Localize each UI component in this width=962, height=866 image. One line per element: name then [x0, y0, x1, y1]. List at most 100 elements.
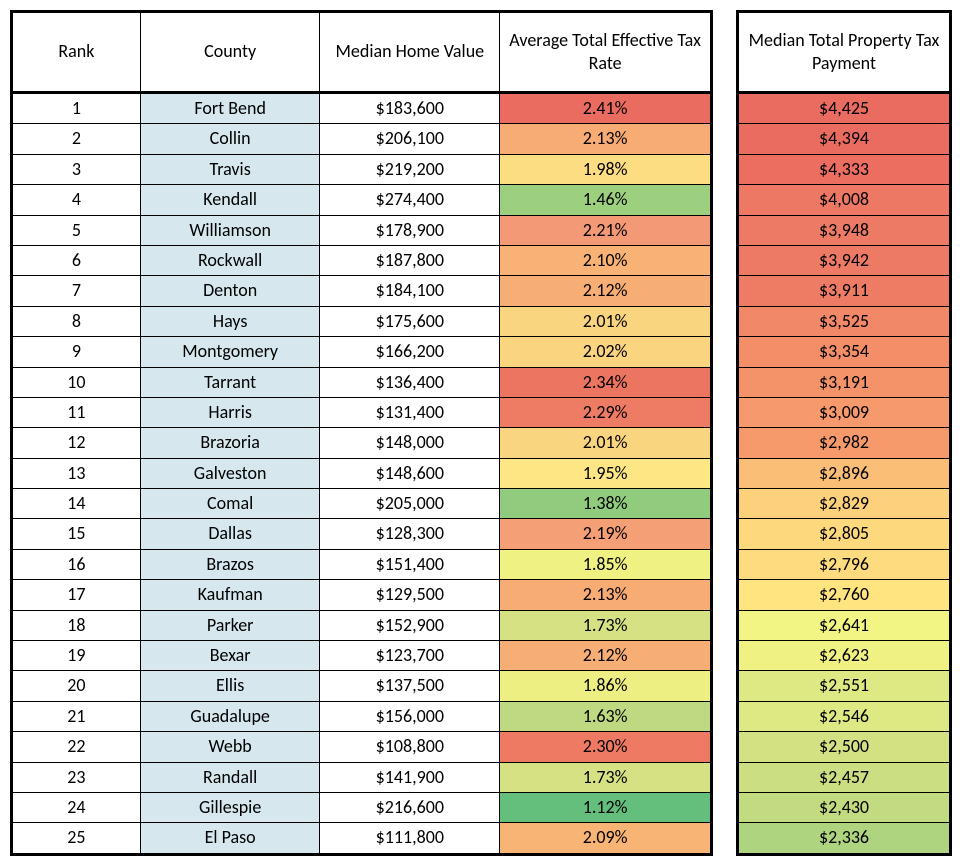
table-row: 1Fort Bend$183,6002.41%$4,425: [12, 93, 951, 124]
payment-cell: $2,829: [738, 489, 951, 519]
spacer-cell: [712, 580, 738, 610]
rank-cell: 12: [12, 428, 141, 458]
table-row: 20Ellis$137,5001.86%$2,551: [12, 671, 951, 701]
county-cell: Tarrant: [140, 367, 320, 397]
home-value-cell: $184,100: [320, 276, 500, 306]
spacer-cell: [712, 762, 738, 792]
payment-cell: $3,009: [738, 397, 951, 427]
payment-cell: $2,500: [738, 732, 951, 762]
table-row: 9Montgomery$166,2002.02%$3,354: [12, 337, 951, 367]
home-value-cell: $187,800: [320, 245, 500, 275]
tax-rate-cell: 2.21%: [500, 215, 712, 245]
rank-cell: 7: [12, 276, 141, 306]
payment-cell: $2,760: [738, 580, 951, 610]
table-row: 22Webb$108,8002.30%$2,500: [12, 732, 951, 762]
tax-rate-cell: 2.10%: [500, 245, 712, 275]
spacer-cell: [712, 276, 738, 306]
table-row: 16Brazos$151,4001.85%$2,796: [12, 549, 951, 579]
tax-rate-cell: 2.02%: [500, 337, 712, 367]
rank-cell: 14: [12, 489, 141, 519]
payment-cell: $2,796: [738, 549, 951, 579]
county-cell: Hays: [140, 306, 320, 336]
county-cell: Dallas: [140, 519, 320, 549]
tax-rate-cell: 1.63%: [500, 701, 712, 731]
spacer-cell: [712, 93, 738, 124]
rank-cell: 9: [12, 337, 141, 367]
property-tax-table: Rank County Median Home Value Average To…: [10, 10, 952, 856]
table-row: 14Comal$205,0001.38%$2,829: [12, 489, 951, 519]
table-row: 2Collin$206,1002.13%$4,394: [12, 124, 951, 154]
tax-rate-cell: 1.86%: [500, 671, 712, 701]
table-row: 12Brazoria$148,0002.01%$2,982: [12, 428, 951, 458]
county-cell: Collin: [140, 124, 320, 154]
payment-cell: $2,430: [738, 792, 951, 822]
home-value-cell: $136,400: [320, 367, 500, 397]
spacer-cell: [712, 367, 738, 397]
county-cell: Travis: [140, 154, 320, 184]
spacer-cell: [712, 124, 738, 154]
payment-cell: $4,008: [738, 185, 951, 215]
spacer-cell: [712, 792, 738, 822]
table-row: 5Williamson$178,9002.21%$3,948: [12, 215, 951, 245]
county-cell: Williamson: [140, 215, 320, 245]
home-value-cell: $175,600: [320, 306, 500, 336]
table-row: 7Denton$184,1002.12%$3,911: [12, 276, 951, 306]
tax-rate-cell: 1.95%: [500, 458, 712, 488]
county-cell: Gillespie: [140, 792, 320, 822]
spacer-cell: [712, 154, 738, 184]
tax-rate-cell: 2.01%: [500, 306, 712, 336]
payment-cell: $2,457: [738, 762, 951, 792]
rank-cell: 21: [12, 701, 141, 731]
header-home-value: Median Home Value: [320, 12, 500, 93]
table-row: 18Parker$152,9001.73%$2,641: [12, 610, 951, 640]
rank-cell: 4: [12, 185, 141, 215]
home-value-cell: $129,500: [320, 580, 500, 610]
payment-cell: $3,911: [738, 276, 951, 306]
tax-rate-cell: 2.41%: [500, 93, 712, 124]
home-value-cell: $151,400: [320, 549, 500, 579]
payment-cell: $2,896: [738, 458, 951, 488]
county-cell: Brazoria: [140, 428, 320, 458]
spacer-cell: [712, 337, 738, 367]
rank-cell: 24: [12, 792, 141, 822]
spacer-cell: [712, 701, 738, 731]
county-cell: Fort Bend: [140, 93, 320, 124]
county-cell: Kendall: [140, 185, 320, 215]
spacer-cell: [712, 306, 738, 336]
home-value-cell: $131,400: [320, 397, 500, 427]
table-row: 10Tarrant$136,4002.34%$3,191: [12, 367, 951, 397]
rank-cell: 1: [12, 93, 141, 124]
table-row: 21Guadalupe$156,0001.63%$2,546: [12, 701, 951, 731]
rank-cell: 2: [12, 124, 141, 154]
rank-cell: 3: [12, 154, 141, 184]
home-value-cell: $152,900: [320, 610, 500, 640]
tax-rate-cell: 2.13%: [500, 580, 712, 610]
spacer-cell: [712, 428, 738, 458]
county-cell: Brazos: [140, 549, 320, 579]
tax-rate-cell: 2.19%: [500, 519, 712, 549]
spacer-cell: [712, 185, 738, 215]
rank-cell: 5: [12, 215, 141, 245]
tax-rate-cell: 2.12%: [500, 276, 712, 306]
tax-rate-cell: 1.85%: [500, 549, 712, 579]
home-value-cell: $137,500: [320, 671, 500, 701]
tax-rate-cell: 1.46%: [500, 185, 712, 215]
table-row: 3Travis$219,2001.98%$4,333: [12, 154, 951, 184]
header-row: Rank County Median Home Value Average To…: [12, 12, 951, 93]
table-row: 13Galveston$148,6001.95%$2,896: [12, 458, 951, 488]
rank-cell: 10: [12, 367, 141, 397]
rank-cell: 20: [12, 671, 141, 701]
home-value-cell: $156,000: [320, 701, 500, 731]
payment-cell: $3,525: [738, 306, 951, 336]
spacer-cell: [712, 610, 738, 640]
home-value-cell: $141,900: [320, 762, 500, 792]
home-value-cell: $123,700: [320, 641, 500, 671]
rank-cell: 25: [12, 823, 141, 854]
payment-cell: $2,805: [738, 519, 951, 549]
payment-cell: $2,623: [738, 641, 951, 671]
table-row: 15Dallas$128,3002.19%$2,805: [12, 519, 951, 549]
tax-rate-cell: 2.13%: [500, 124, 712, 154]
rank-cell: 18: [12, 610, 141, 640]
home-value-cell: $205,000: [320, 489, 500, 519]
home-value-cell: $108,800: [320, 732, 500, 762]
